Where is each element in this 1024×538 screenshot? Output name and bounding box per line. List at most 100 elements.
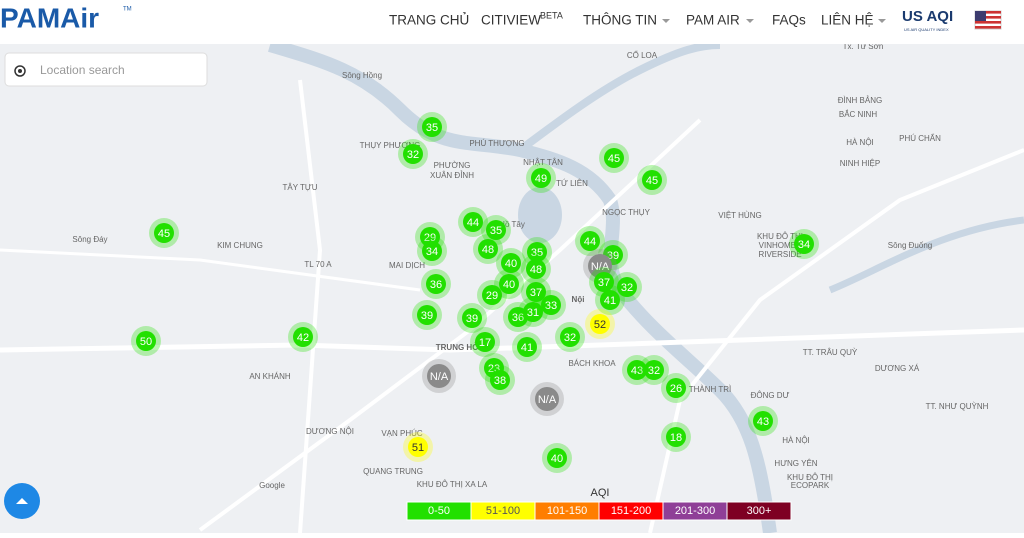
marker-value: 37 — [530, 287, 542, 299]
aqi-marker[interactable] — [422, 241, 442, 261]
aqi-marker[interactable] — [478, 239, 498, 259]
map-label: KHU ĐÔ THỊ — [757, 232, 803, 241]
aqi-marker[interactable] — [531, 168, 551, 188]
marker-value: 41 — [604, 295, 616, 307]
map-label: AN KHÁNH — [249, 372, 291, 381]
arrow-icon — [16, 498, 28, 504]
aqi-marker[interactable] — [517, 337, 537, 357]
marker-value: 38 — [494, 375, 506, 387]
aqi-marker[interactable] — [475, 332, 495, 352]
nav-item[interactable]: PAM AIR — [686, 13, 740, 28]
aqi-marker[interactable] — [136, 331, 156, 351]
aqi-marker[interactable] — [490, 370, 510, 390]
marker-value: 33 — [545, 300, 557, 312]
aqi-marker[interactable] — [588, 254, 612, 278]
aqi-marker[interactable] — [535, 387, 559, 411]
aqi-marker[interactable] — [462, 308, 482, 328]
map-label: VINHOMES — [759, 241, 802, 250]
map-label: TÂY TỰU — [283, 183, 318, 192]
aqi-marker[interactable] — [293, 327, 313, 347]
marker-value: 29 — [424, 232, 436, 244]
search-placeholder: Location search — [40, 63, 125, 77]
aqi-marker[interactable] — [666, 427, 686, 447]
logo[interactable]: PAMAir — [0, 2, 99, 33]
marker-value: 43 — [631, 365, 643, 377]
aqi-marker[interactable] — [666, 378, 686, 398]
marker-value: 44 — [584, 236, 596, 248]
nav-item[interactable]: TRANG CHỦ — [389, 13, 469, 28]
map-label: DƯƠNG XÁ — [875, 364, 920, 373]
map-label: Tx. Từ Sơn — [843, 42, 884, 51]
aqi-marker[interactable] — [580, 231, 600, 251]
trademark: TM — [123, 7, 132, 13]
map-label: TL 70 A — [304, 260, 332, 269]
aqi-marker[interactable] — [417, 305, 437, 325]
map-label: PHƯỜNG — [434, 161, 471, 170]
nav-item[interactable]: FAQs — [772, 13, 806, 28]
map-label: RIVERSIDE — [758, 250, 801, 259]
locate-icon[interactable] — [14, 65, 26, 77]
aqi-marker[interactable] — [753, 411, 773, 431]
aqi-marker[interactable] — [486, 220, 506, 240]
marker-value: 35 — [490, 225, 502, 237]
aqi-marker[interactable] — [523, 302, 543, 322]
marker-value: 39 — [421, 310, 433, 322]
map-label: Google — [259, 481, 285, 490]
aqi-marker[interactable] — [600, 290, 620, 310]
aqi-marker[interactable] — [541, 295, 561, 315]
flag[interactable] — [974, 10, 1002, 30]
aqi-marker[interactable] — [482, 285, 502, 305]
map-label: TT. NHƯ QUỲNH — [926, 402, 989, 411]
caret — [662, 19, 670, 23]
marker-value: N/A — [538, 394, 557, 406]
map-label: Sông Đuống — [888, 241, 932, 250]
aqi-marker[interactable] — [560, 327, 580, 347]
nav-item[interactable]: CITIVIEW — [481, 13, 541, 28]
aqi-marker[interactable] — [426, 274, 446, 294]
aqi-marker[interactable] — [794, 234, 814, 254]
legend-swatch — [726, 501, 792, 521]
marker-value: 40 — [503, 279, 515, 291]
locate-icon-dot — [18, 69, 22, 73]
map-label: KIM CHUNG — [217, 241, 263, 250]
aqi-marker[interactable] — [403, 144, 423, 164]
marker-value: 42 — [297, 332, 309, 344]
marker-value: 44 — [467, 217, 479, 229]
nav-item[interactable]: LIÊN HỆ — [821, 13, 874, 28]
aqi-marker[interactable] — [154, 223, 174, 243]
marker-value: 45 — [608, 153, 620, 165]
aqi-marker[interactable] — [590, 314, 610, 334]
marker-value: 48 — [530, 264, 542, 276]
aqi-marker[interactable] — [547, 448, 567, 468]
aqi-marker[interactable] — [627, 360, 647, 380]
map-label: BÁCH KHOA — [568, 359, 616, 368]
map-label: Sông Đáy — [72, 235, 107, 244]
aqi-marker[interactable] — [527, 242, 547, 262]
marker-value: 51 — [412, 442, 424, 454]
aqi-marker[interactable] — [604, 148, 624, 168]
marker-value: 39 — [466, 313, 478, 325]
aqi-badge[interactable]: US AQI — [902, 8, 953, 25]
aqi-marker[interactable] — [617, 277, 637, 297]
aqi-marker[interactable] — [422, 117, 442, 137]
map-label: VẠN PHÚC — [381, 429, 423, 438]
search-box[interactable] — [4, 52, 208, 87]
aqi-marker[interactable] — [594, 272, 614, 292]
aqi-marker[interactable] — [526, 282, 546, 302]
aqi-marker[interactable] — [499, 274, 519, 294]
map-label: PHÚ CHẨN — [899, 134, 941, 143]
aqi-marker[interactable] — [644, 360, 664, 380]
legend-title: AQI — [591, 487, 610, 499]
aqi-marker[interactable] — [642, 170, 662, 190]
map-label: MAI DỊCH — [389, 261, 425, 270]
aqi-marker[interactable] — [463, 212, 483, 232]
map-label: ĐÌNH BẢNG — [838, 96, 882, 105]
aqi-marker[interactable] — [427, 364, 451, 388]
aqi-marker[interactable] — [526, 259, 546, 279]
map-label: HÀ NỘI — [782, 436, 810, 445]
caret — [878, 19, 886, 23]
nav-item[interactable]: THÔNG TIN — [583, 13, 657, 28]
aqi-marker[interactable] — [408, 437, 428, 457]
marker-value: 39 — [607, 250, 619, 262]
aqi-marker[interactable] — [501, 253, 521, 273]
